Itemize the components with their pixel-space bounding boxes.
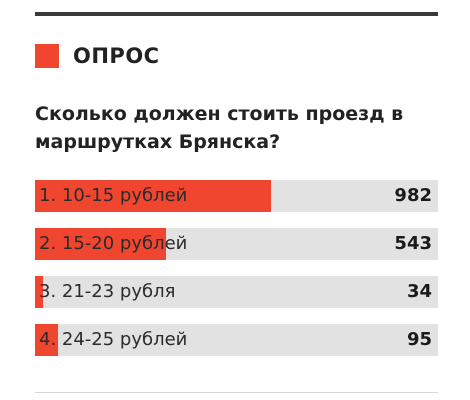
poll-option-1[interactable]: 1. 10-15 рублей 982 [35, 180, 438, 212]
poll-option-3[interactable]: 3. 21-23 рубля 34 [35, 276, 438, 308]
option-label: 1. 10-15 рублей [39, 185, 188, 206]
option-bar-fill [35, 276, 44, 308]
option-vote-count: 982 [394, 185, 432, 206]
poll-question: Сколько должен стоить проезд в маршрутка… [35, 103, 404, 153]
poll-option-4[interactable]: 4. 24-25 рублей 95 [35, 324, 438, 356]
option-vote-count: 543 [394, 233, 432, 254]
top-divider [35, 12, 438, 16]
option-vote-count: 34 [406, 281, 432, 302]
option-label: 2. 15-20 рублей [39, 233, 188, 254]
option-label: 3. 21-23 рубля [39, 281, 176, 302]
option-label: 4. 24-25 рублей [39, 329, 188, 350]
bottom-divider [35, 392, 438, 393]
option-bar-fill [35, 228, 166, 260]
poll-title: ОПРОС [73, 44, 160, 68]
poll-option-2[interactable]: 2. 15-20 рублей 543 [35, 228, 438, 260]
option-vote-count: 95 [406, 329, 432, 350]
red-square-icon [35, 44, 59, 68]
poll-header: ОПРОС [35, 44, 160, 68]
option-bar-fill [35, 180, 271, 212]
option-bar-fill [35, 324, 58, 356]
poll-widget: ОПРОС Сколько должен стоить проезд в мар… [35, 0, 438, 400]
